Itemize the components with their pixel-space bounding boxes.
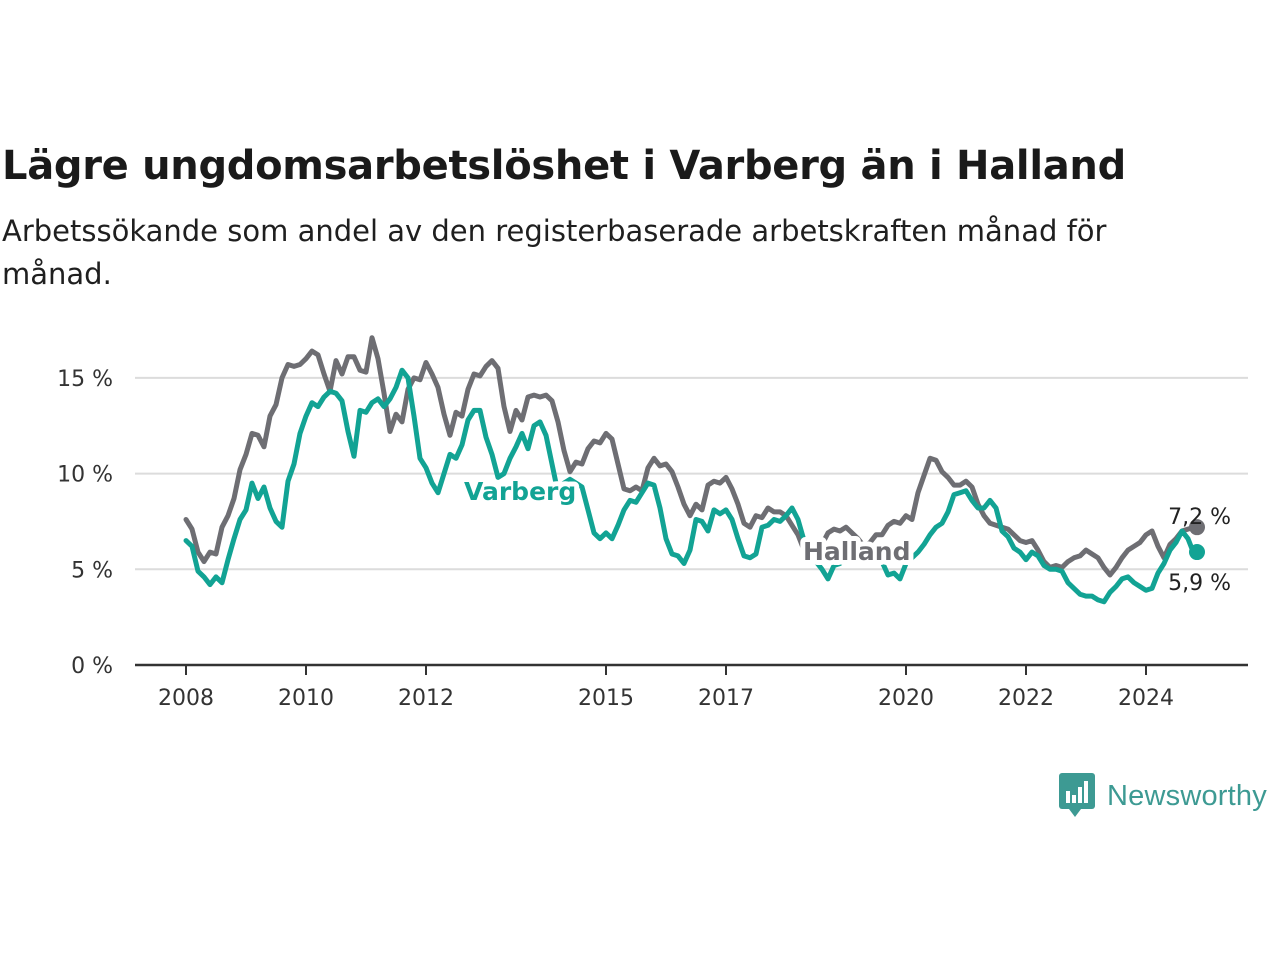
end-point-varberg bbox=[1189, 544, 1205, 561]
x-tick-label: 2015 bbox=[578, 686, 634, 711]
newsworthy-logo-icon bbox=[1059, 773, 1095, 817]
y-tick-label: 10 % bbox=[57, 463, 113, 488]
brand-name: Newsworthy bbox=[1107, 779, 1267, 812]
chart-subtitle: Arbetssökande som andel av den registerb… bbox=[2, 214, 1107, 291]
series-label-halo: Varberg bbox=[464, 477, 576, 506]
series-label-halo: Halland bbox=[803, 537, 911, 566]
x-tick-label: 2017 bbox=[698, 686, 754, 711]
end-value-label-varberg: 5,9 % bbox=[1168, 571, 1231, 596]
chart-title: Lägre ungdomsarbetslöshet i Varberg än i… bbox=[2, 143, 1126, 189]
series-label-varberg: Varberg bbox=[464, 477, 576, 506]
x-tick-label: 2020 bbox=[878, 686, 934, 711]
y-tick-label: 15 % bbox=[57, 367, 113, 392]
series-line-varberg bbox=[183, 367, 1200, 605]
y-tick-label: 0 % bbox=[71, 654, 113, 679]
y-axis: 0 % 5 % 10 % 15 % bbox=[57, 367, 113, 679]
brand-logo: Newsworthy bbox=[1059, 773, 1267, 819]
x-tick-label: 2010 bbox=[278, 686, 334, 711]
x-tick-label: 2012 bbox=[398, 686, 454, 711]
y-tick-label: 5 % bbox=[71, 558, 113, 583]
x-axis: 2008 2010 2012 2015 2017 2020 2022 2024 bbox=[135, 663, 1248, 711]
series-line-halland bbox=[183, 335, 1200, 578]
series-lines bbox=[183, 335, 1205, 605]
end-point-halland bbox=[1189, 519, 1205, 536]
x-tick-label: 2024 bbox=[1118, 686, 1174, 711]
end-value-label-halland: 7,2 % bbox=[1168, 505, 1231, 530]
series-label-halland: Halland bbox=[803, 537, 911, 566]
x-tick-label: 2008 bbox=[158, 686, 214, 711]
x-tick-label: 2022 bbox=[998, 686, 1054, 711]
